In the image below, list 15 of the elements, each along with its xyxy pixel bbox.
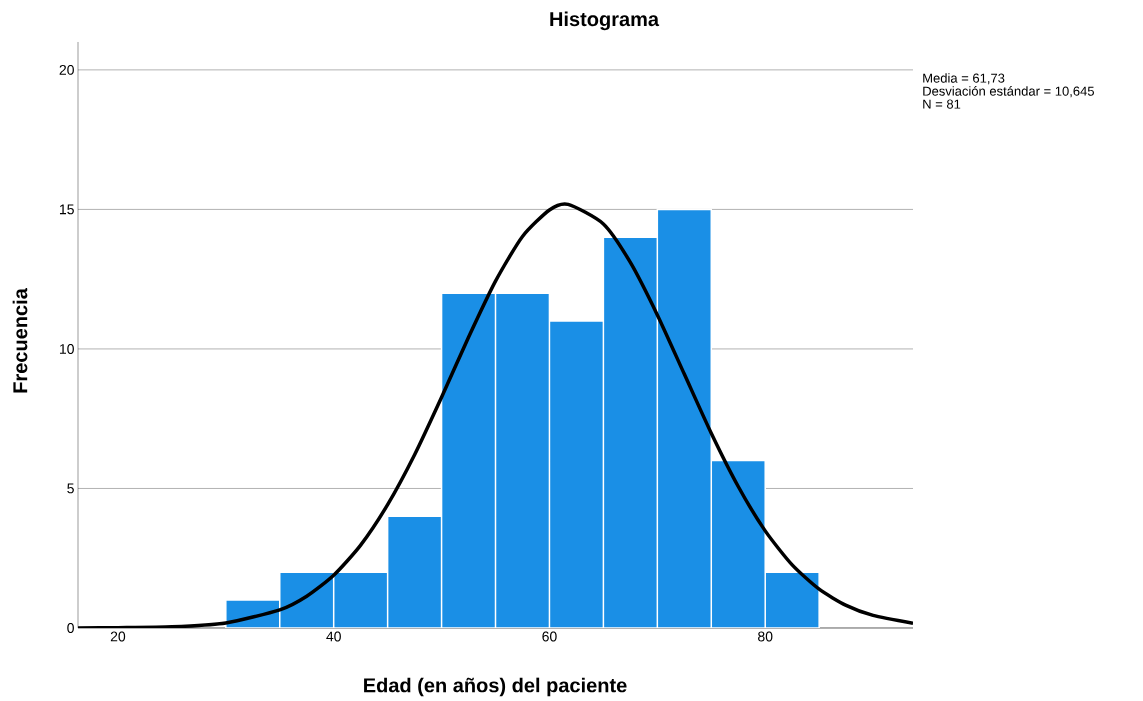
x-axis-title: Edad (en años) del paciente: [364, 677, 627, 697]
y-tick-label: 0: [67, 623, 74, 633]
x-tick-label: 80: [758, 631, 773, 642]
y-tick-label: 15: [59, 204, 74, 215]
y-tick-label: 10: [59, 343, 74, 354]
text: N = 81: [923, 99, 961, 109]
y-tick-label: 5: [67, 483, 74, 494]
text: Media = 61,73: [923, 73, 1005, 85]
y-axis-title: Frecuencia: [12, 288, 28, 393]
y-tick-label: 20: [59, 64, 74, 75]
text: Desviación estándar = 10,645: [923, 86, 1094, 98]
chart-title: Histograma: [550, 11, 660, 31]
x-tick-label: 40: [326, 631, 341, 642]
x-tick-label: 60: [542, 631, 557, 642]
x-tick-label: 20: [110, 631, 126, 642]
